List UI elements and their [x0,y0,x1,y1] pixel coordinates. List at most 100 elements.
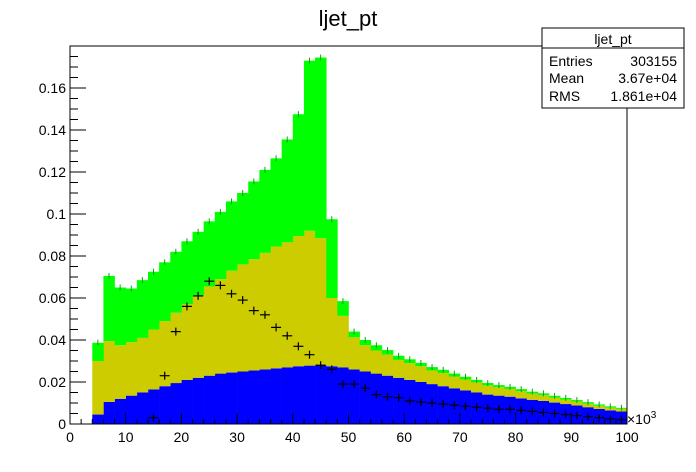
data-point-13 [293,342,304,351]
bar-series-0-bin-7 [170,383,182,424]
bar-series-2-bin-21 [326,219,338,298]
data-point-21 [382,392,393,401]
x-axis-multiplier-exponent: 3 [651,410,657,421]
data-point-9 [248,306,259,315]
data-point-0 [148,413,159,422]
bar-series-0-bin-6 [159,386,171,424]
bar-series-1-bin-1 [103,341,115,402]
x-axis-multiplier-base: ×10 [627,411,651,427]
stats-mean-label: Mean [549,70,584,86]
stats-mean-value: 3.67e+04 [618,70,677,86]
bar-series-1-bin-42 [560,399,572,405]
data-point-35 [538,408,549,417]
bar-series-1-bin-14 [248,259,260,371]
bar-series-0-bin-20 [315,365,327,424]
data-point-8 [237,296,248,305]
y-tick-label-0: 0 [58,416,66,432]
bar-series-1-bin-11 [214,279,227,374]
data-point-25 [427,399,438,407]
data-point-26 [438,400,449,409]
bar-series-2-bin-17 [281,139,294,243]
bar-series-2-bin-19 [303,60,316,231]
stats-entries-value: 303155 [630,53,677,69]
bar-series-0-bin-4 [136,392,149,424]
x-tick-label-4: 40 [285,429,301,445]
bar-series-2-bin-16 [270,158,282,247]
bar-series-2-bin-9 [192,231,204,296]
data-point-33 [516,406,527,415]
data-point-29 [471,403,482,412]
bar-series-2-bin-8 [181,241,193,305]
data-point-2 [170,327,181,336]
bar-series-1-bin-16 [270,246,282,369]
x-tick-label-1: 10 [118,429,134,445]
bar-series-1-bin-43 [571,401,583,406]
bar-series-1-bin-36 [493,387,505,396]
bar-series-2-bin-0 [92,342,104,361]
data-point-36 [549,409,560,418]
data-point-17 [337,380,348,389]
bar-series-1-bin-23 [348,337,360,370]
bar-series-0-bin-19 [303,365,316,424]
stats-entries-label: Entries [549,53,593,69]
y-tick-label-2: 0.04 [39,332,66,348]
data-point-11 [271,323,282,332]
bar-series-1-bin-24 [359,345,372,372]
bar-series-0-bin-22 [337,367,349,424]
stats-rms-value: 1.861e+04 [610,88,677,104]
stats-rms-label: RMS [549,88,580,104]
bar-series-1-bin-12 [225,270,238,373]
x-tick-label-2: 20 [174,429,190,445]
y-tick-label-3: 0.06 [39,290,66,306]
bar-series-0-bin-5 [147,389,160,424]
bar-series-0-bin-15 [259,369,271,424]
bar-series-1-bin-9 [192,295,204,378]
data-point-4 [193,291,204,300]
data-point-38 [571,411,582,420]
bar-series-2-bin-11 [214,211,227,280]
bar-series-0-bin-18 [292,366,305,424]
data-point-19 [360,384,371,393]
bar-series-1-bin-25 [370,350,383,374]
x-tick-label-5: 50 [341,429,357,445]
data-point-28 [460,402,471,411]
bar-series-1-bin-38 [515,391,528,399]
bar-series-2-bin-3 [125,288,138,343]
x-tick-label-6: 60 [396,429,412,445]
y-tick-label-1: 0.02 [39,374,66,390]
data-point-30 [482,404,493,413]
bar-series-1-bin-35 [482,385,494,395]
data-point-16 [326,365,337,374]
data-point-5 [204,277,215,286]
bar-series-2-bin-15 [259,169,271,253]
stats-box: ljet_pt Entries 303155 Mean 3.67e+04 RMS… [541,27,685,109]
bar-series-0-bin-3 [125,395,138,424]
bar-series-0-bin-12 [225,372,238,424]
data-point-37 [560,410,571,419]
bar-series-2-bin-14 [248,181,260,260]
bar-series-1-bin-32 [448,376,461,389]
x-tick-label-8: 80 [508,429,524,445]
x-tick-label-10: 100 [615,429,639,445]
bar-series-1-bin-39 [526,393,539,400]
bar-series-2-bin-5 [147,271,160,330]
bar-series-0-bin-21 [326,366,338,424]
bar-series-1-bin-8 [181,304,193,380]
x-tick-label-0: 0 [66,429,74,445]
data-point-20 [371,390,382,399]
bar-series-1-bin-0 [92,361,104,415]
bar-series-1-bin-27 [393,359,405,378]
y-tick-label-7: 0.14 [39,122,66,138]
y-tick-label-6: 0.12 [39,164,66,180]
bar-series-1-bin-17 [281,242,294,368]
data-point-7 [226,289,237,298]
data-point-40 [594,413,605,422]
bar-series-1-bin-6 [159,321,171,387]
stats-box-frame [541,27,685,109]
data-point-34 [527,407,538,416]
data-point-6 [215,281,226,290]
bar-series-1-bin-33 [459,379,472,391]
bar-series-2-bin-18 [292,114,305,237]
bar-series-1-bin-41 [549,397,561,403]
